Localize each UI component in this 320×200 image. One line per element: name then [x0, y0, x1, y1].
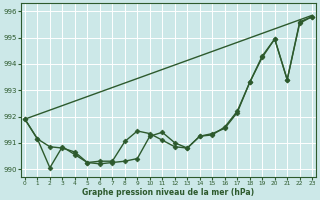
X-axis label: Graphe pression niveau de la mer (hPa): Graphe pression niveau de la mer (hPa) — [83, 188, 255, 197]
